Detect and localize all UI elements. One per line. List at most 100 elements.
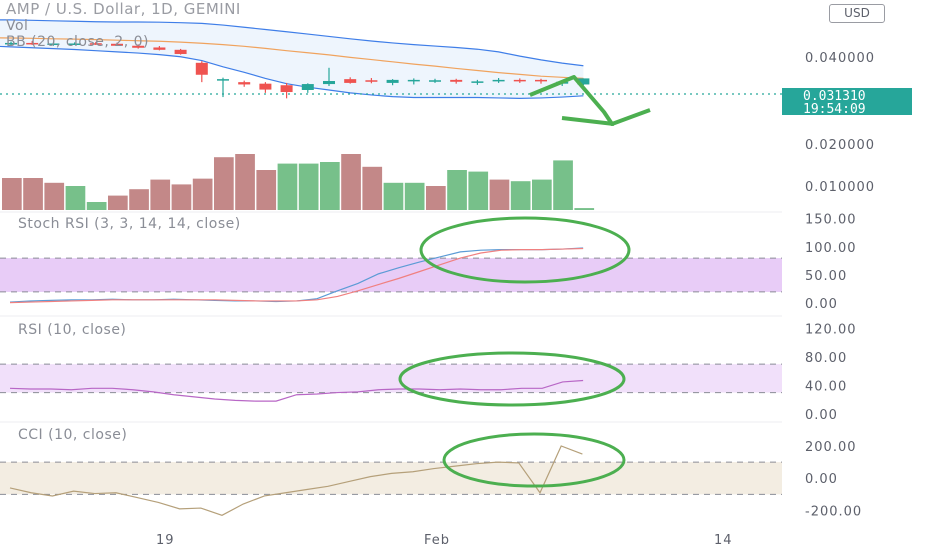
oscillator-line — [9, 445, 583, 516]
candle-body — [513, 79, 526, 82]
volume-bar — [108, 195, 128, 210]
volume-bar — [426, 186, 446, 210]
oscillator-axis-tick: -200.00 — [805, 504, 862, 519]
price-axis-tick: 0.040000 — [805, 51, 875, 66]
bb-basis-line — [0, 37, 584, 79]
candle-body — [429, 80, 441, 82]
bb-legend: BB (20, close, 2, 0) — [6, 34, 149, 50]
annotations — [398, 75, 651, 488]
annotation-circle — [419, 216, 631, 284]
oscillator-line — [9, 247, 584, 304]
volume-bar — [489, 179, 510, 210]
cci-pane — [0, 445, 782, 516]
candle-body — [365, 80, 378, 82]
candle-body — [174, 49, 187, 54]
bollinger-bands — [0, 19, 782, 99]
volume-bar — [510, 181, 531, 210]
time-axis-tick: 19 — [156, 533, 175, 548]
candle-body — [47, 43, 60, 45]
rsi-legend: RSI (10, close) — [18, 322, 126, 338]
oscillator-axis-tick: 50.00 — [805, 269, 847, 284]
stoch-rsi-pane — [0, 247, 782, 304]
candle-body — [450, 79, 463, 82]
annotation-arrow — [529, 75, 651, 126]
candle-body — [280, 85, 293, 93]
volume-bar — [192, 178, 213, 210]
countdown-label: 19:54:09 — [803, 102, 866, 117]
oscillator-axis-tick: 150.00 — [805, 213, 857, 228]
candle-body — [386, 79, 399, 83]
candle-body — [535, 79, 547, 82]
volume-bar — [2, 178, 22, 210]
candle-body — [153, 47, 166, 50]
oscillator-axis-tick: 0.00 — [805, 297, 838, 312]
oscillator-axis-tick: 40.00 — [805, 379, 847, 394]
volume-bar — [362, 166, 383, 210]
volume-bar — [150, 179, 171, 210]
volume-bar — [171, 184, 192, 210]
volume-bar — [447, 170, 467, 210]
annotation-circle — [442, 432, 626, 488]
candle-body — [471, 81, 484, 83]
volume-bar — [129, 189, 149, 210]
stoch-rsi-legend: Stoch RSI (3, 3, 14, 14, close) — [18, 216, 241, 232]
volume-bar — [86, 202, 107, 210]
cci-legend: CCI (10, close) — [18, 427, 127, 443]
bb-fill — [0, 19, 584, 99]
time-axis-tick: 14 — [714, 533, 733, 548]
candle-body — [132, 45, 145, 48]
volume-bar — [553, 160, 573, 210]
chart-title: AMP / U.S. Dollar, 1D, GEMINI — [6, 0, 241, 18]
candle-body — [195, 62, 208, 75]
volume-bar — [65, 186, 86, 210]
currency-button[interactable]: USD — [829, 4, 885, 23]
volume-bar — [532, 179, 552, 210]
candle-body — [344, 79, 357, 83]
volume-series — [2, 154, 595, 210]
annotation-arrow-head — [561, 116, 615, 126]
volume-bar — [235, 154, 255, 210]
volume-bar — [404, 182, 425, 210]
candle-body — [111, 43, 123, 46]
volume-bar — [574, 208, 595, 210]
volume-axis-tick: 0.010000 — [805, 180, 875, 195]
oscillator-band — [0, 462, 782, 495]
oscillator-axis-tick: 120.00 — [805, 323, 857, 338]
price-axis-tick: 0.020000 — [805, 138, 875, 153]
candle-body — [238, 82, 251, 85]
time-axis-tick: Feb — [424, 533, 450, 548]
candlestick-series — [5, 41, 590, 99]
volume-bar — [298, 163, 319, 210]
candle-body — [5, 42, 17, 45]
oscillator-axis-tick: 0.00 — [805, 472, 838, 487]
price-axis: 150.00 100.00 50.00 0.00 120.00 80.00 40.00 0.0… — [0, 211, 862, 519]
oscillator-line — [9, 379, 584, 402]
oscillator-axis-tick: 100.00 — [805, 241, 857, 256]
candle-body — [217, 79, 229, 81]
volume-bar — [23, 178, 43, 210]
volume-legend: Vol — [6, 18, 28, 34]
candle-body — [89, 43, 102, 45]
candle-body — [259, 83, 272, 90]
oscillator-axis-tick: 80.00 — [805, 351, 847, 366]
volume-bar — [383, 182, 404, 210]
candle-body — [301, 84, 314, 90]
candle-body — [26, 42, 39, 45]
annotation-circle — [398, 351, 626, 407]
volume-bar — [256, 170, 277, 210]
oscillator-band — [0, 364, 782, 393]
candle-body — [492, 79, 505, 82]
volume-bar — [320, 162, 340, 210]
volume-bar — [214, 157, 234, 210]
volume-bar — [468, 171, 489, 210]
oscillator-axis-tick: 200.00 — [805, 440, 857, 455]
candle-body — [323, 81, 335, 85]
oscillator-band — [0, 258, 782, 292]
candle-body — [68, 43, 81, 45]
rsi-pane — [0, 363, 782, 402]
volume-bar — [277, 163, 298, 210]
oscillator-axis-tick: 0.00 — [805, 408, 838, 423]
candle-body — [577, 78, 590, 85]
candle-body — [407, 79, 420, 82]
